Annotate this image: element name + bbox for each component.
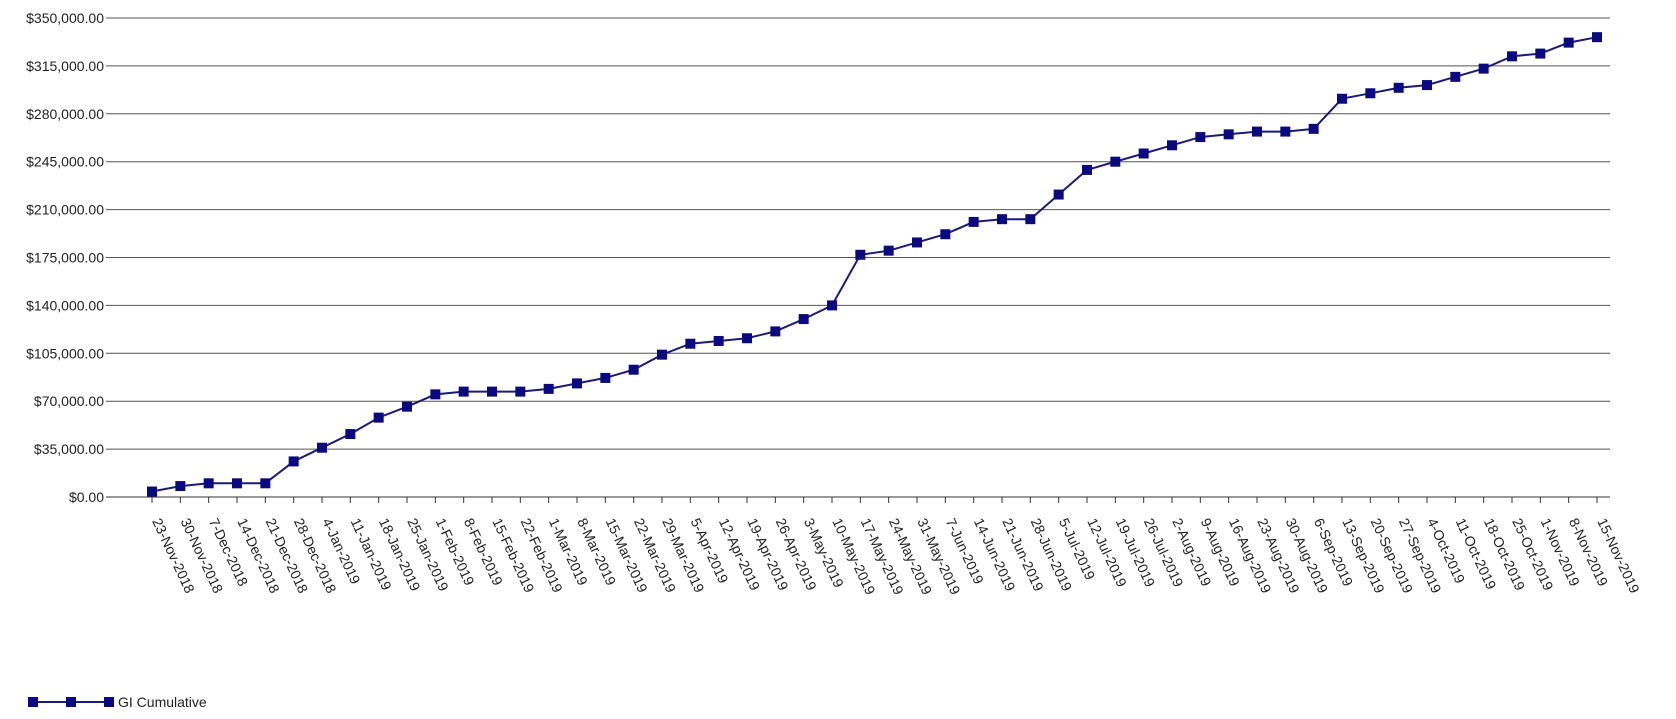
legend-series-marker [28,695,114,709]
y-tick-label: $175,000.00 [26,250,104,266]
data-point [487,386,497,397]
data-point [968,216,979,227]
data-point [402,401,412,412]
data-point [713,335,724,346]
data-point [1053,189,1064,200]
series-line [151,36,1598,493]
y-tick-label: $350,000.00 [26,10,104,26]
y-tick-label: $35,000.00 [34,441,104,457]
y-tick-label: $0.00 [69,489,104,505]
data-point [572,378,582,389]
data-point [515,386,526,397]
data-point [1337,93,1347,104]
data-point [855,249,866,260]
data-point [997,214,1007,225]
data-point [1507,51,1517,62]
data-point [1252,126,1262,137]
data-point [147,486,157,497]
data-point [912,237,922,248]
data-point [1535,48,1546,59]
data-point [1450,71,1461,82]
data-point [345,429,356,440]
data-point [798,314,809,325]
data-point [940,229,951,240]
data-point [1167,140,1177,151]
y-axis-ticks: $0.00 $35,000.00 $70,000.00 $105,000.00 $140… [26,10,104,505]
y-tick-label: $70,000.00 [34,393,104,409]
data-point [1025,214,1036,225]
data-point [1563,37,1574,48]
data-point [1422,80,1432,91]
data-point [1082,164,1092,175]
x-axis-ticks: 23-Nov-201830-Nov-20187-Dec-201814-Dec-2… [149,497,1643,597]
data-point [1478,63,1489,74]
legend-label: GI Cumulative [118,694,207,710]
data-point [373,412,384,423]
data-point [1138,148,1149,159]
data-point [1223,129,1234,140]
y-tick-label: $280,000.00 [26,106,104,122]
data-point [175,481,186,492]
data-point [1365,88,1376,99]
data-point [600,372,611,383]
data-point [232,478,242,489]
data-point [1110,156,1121,167]
data-point [1280,126,1291,137]
data-point [742,333,752,344]
data-point [883,245,894,256]
data-point [260,478,271,489]
data-point [203,478,214,489]
data-point [628,364,639,375]
data-point [458,386,469,397]
data-point [1393,82,1404,93]
data-point [543,383,554,394]
data-point [827,300,837,311]
y-tick-label: $140,000.00 [26,297,104,313]
legend: GI Cumulative [28,694,207,710]
data-point [770,326,781,337]
y-tick-label: $210,000.00 [26,202,104,218]
data-point [288,456,299,467]
data-point [1195,132,1206,143]
data-point [430,389,441,400]
y-tick-label: $105,000.00 [26,345,104,361]
y-tick-label: $315,000.00 [26,58,104,74]
data-point [657,349,667,360]
data-point [685,338,696,349]
data-point [317,442,327,453]
y-tick-label: $245,000.00 [26,154,104,170]
series-gi-cumulative [147,32,1602,497]
data-point [1592,32,1602,43]
data-point [1308,123,1319,134]
